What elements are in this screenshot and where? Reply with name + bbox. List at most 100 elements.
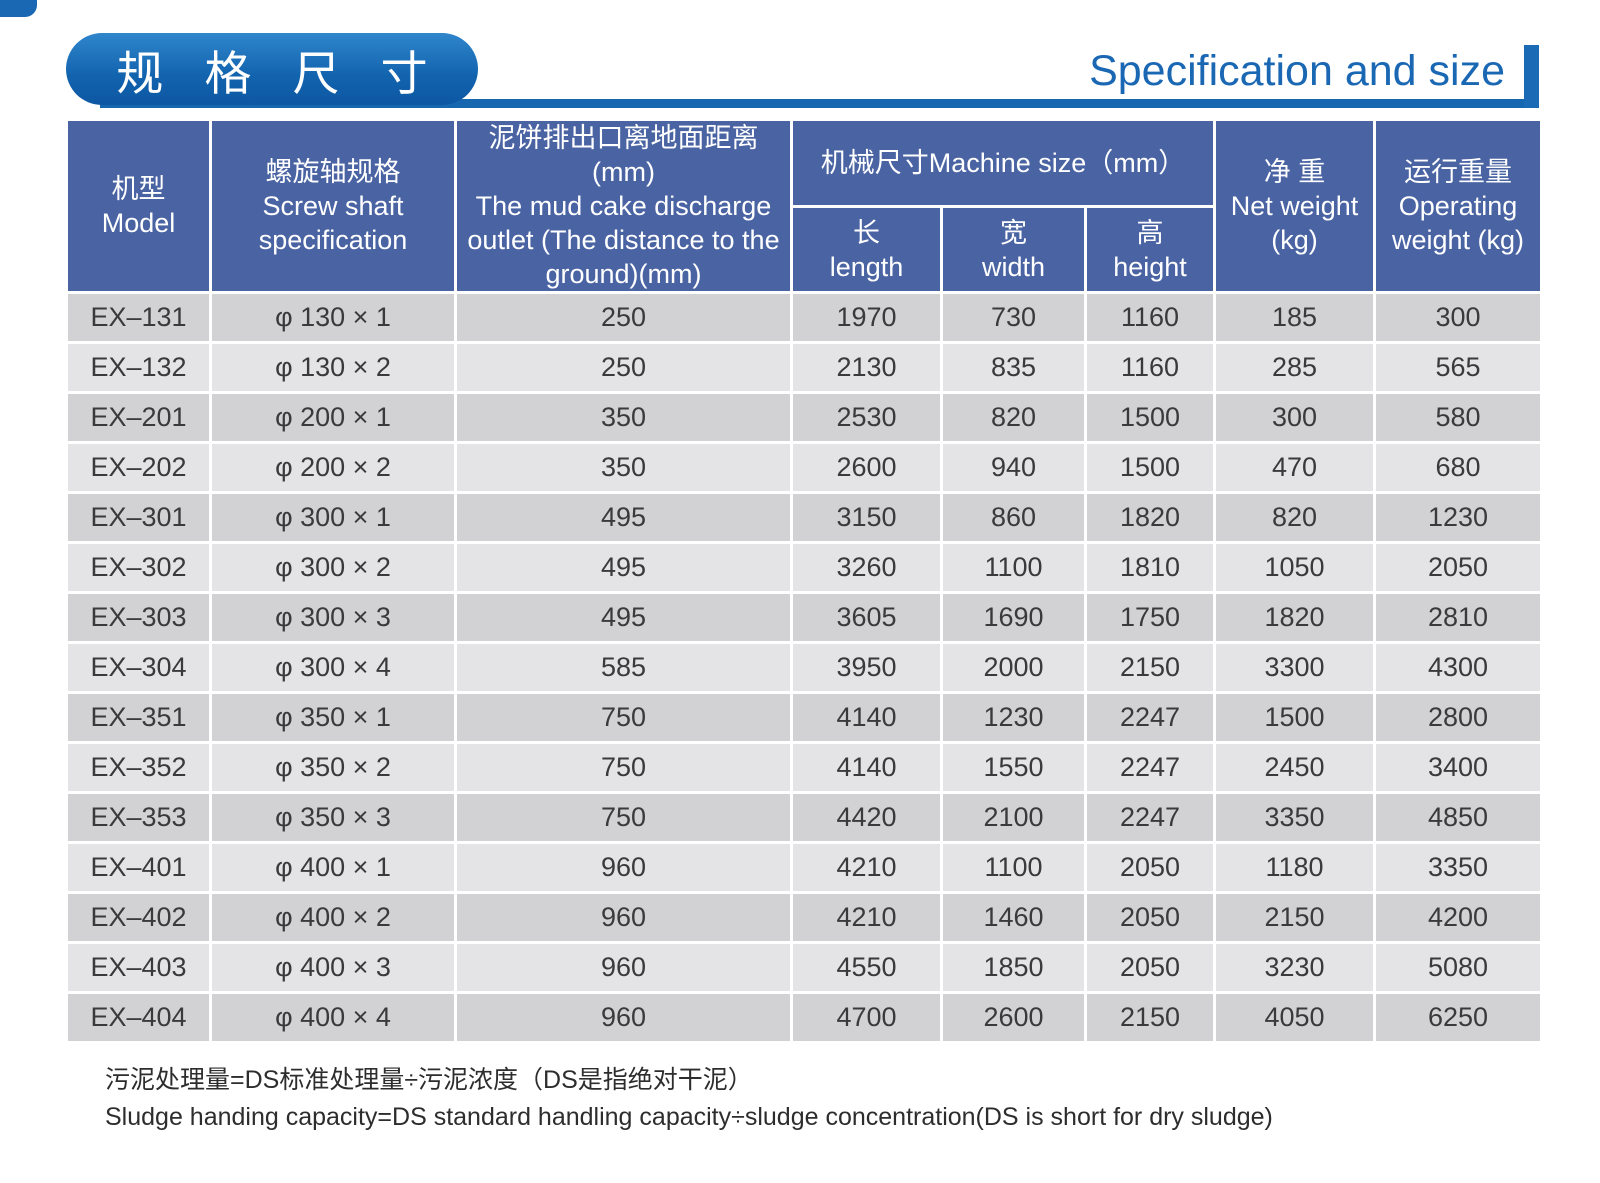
col-header-net-zh: 净 重 <box>1263 157 1326 187</box>
cell-length: 3260 <box>790 541 943 594</box>
corner-accent <box>0 0 37 17</box>
col-header-width-zh: 宽 <box>1000 217 1027 248</box>
cell-net: 1180 <box>1213 841 1377 894</box>
cell-outlet: 350 <box>454 391 793 444</box>
table-row: EX–403 φ 400 × 3 960 4550 1850 2050 3230 5080 <box>65 941 1544 994</box>
table-row: EX–402 φ 400 × 2 960 4210 1460 2050 2150 4200 <box>65 891 1544 944</box>
cell-height: 2050 <box>1083 891 1217 944</box>
cell-screw: φ 300 × 1 <box>209 491 457 544</box>
col-header-length-en: length <box>829 251 904 282</box>
col-header-operating-weight: 运行重量 Operating weight (kg) <box>1373 118 1544 294</box>
cell-length: 4420 <box>790 791 943 844</box>
cell-operating: 565 <box>1373 341 1544 394</box>
cell-outlet: 585 <box>454 641 793 694</box>
cell-outlet: 960 <box>454 841 793 894</box>
cell-operating: 1230 <box>1373 491 1544 544</box>
cell-width: 730 <box>940 291 1087 344</box>
cell-net: 185 <box>1213 291 1377 344</box>
cell-length: 3150 <box>790 491 943 544</box>
cell-outlet: 960 <box>454 941 793 994</box>
col-header-height-en: height <box>1113 251 1187 282</box>
cell-model: EX–304 <box>65 641 212 694</box>
cell-net: 285 <box>1213 341 1377 394</box>
cell-operating: 4200 <box>1373 891 1544 944</box>
cell-model: EX–403 <box>65 941 212 994</box>
cell-length: 1970 <box>790 291 943 344</box>
cell-screw: φ 300 × 2 <box>209 541 457 594</box>
footnote-zh: 污泥处理量=DS标准处理量÷污泥浓度（DS是指绝对干泥） <box>105 1066 753 1094</box>
cell-model: EX–352 <box>65 741 212 794</box>
cell-outlet: 960 <box>454 891 793 944</box>
table-row: EX–401 φ 400 × 1 960 4210 1100 2050 1180 3350 <box>65 841 1544 894</box>
cell-outlet: 750 <box>454 791 793 844</box>
cell-length: 2600 <box>790 441 943 494</box>
cell-length: 3950 <box>790 641 943 694</box>
col-header-machine-size: 机械尺寸Machine size（mm） <box>789 117 1217 209</box>
cell-length: 4140 <box>790 691 943 744</box>
cell-model: EX–201 <box>65 391 212 444</box>
col-header-model: 机型 Model <box>65 118 212 294</box>
cell-model: EX–353 <box>65 791 212 844</box>
col-header-height-zh: 高 <box>1136 217 1164 248</box>
cell-length: 4140 <box>790 741 943 794</box>
table-row: EX–201 φ 200 × 1 350 2530 820 1500 300 580 <box>65 391 1544 444</box>
cell-operating: 2800 <box>1373 691 1544 744</box>
cell-net: 1050 <box>1213 541 1377 594</box>
cell-net: 2450 <box>1213 741 1377 794</box>
cell-length: 4550 <box>790 941 943 994</box>
cell-outlet: 350 <box>454 441 793 494</box>
cell-screw: φ 400 × 3 <box>209 941 457 994</box>
cell-operating: 4850 <box>1373 791 1544 844</box>
cell-height: 1750 <box>1083 591 1217 644</box>
cell-height: 1500 <box>1083 391 1217 444</box>
section-title-badge: 规 格 尺 寸 <box>66 33 478 105</box>
col-header-operating-zh: 运行重量 <box>1404 157 1513 187</box>
cell-height: 2247 <box>1083 741 1217 794</box>
cell-model: EX–351 <box>65 691 212 744</box>
cell-screw: φ 200 × 2 <box>209 441 457 494</box>
cell-width: 835 <box>940 341 1087 394</box>
cell-net: 470 <box>1213 441 1377 494</box>
col-header-width-en: width <box>981 251 1046 282</box>
table-row: EX–352 φ 350 × 2 750 4140 1550 2247 2450 3400 <box>65 741 1544 794</box>
cell-width: 1550 <box>940 741 1087 794</box>
cell-net: 820 <box>1213 491 1377 544</box>
table-row: EX–132 φ 130 × 2 250 2130 835 1160 285 565 <box>65 341 1544 394</box>
table-row: EX–353 φ 350 × 3 750 4420 2100 2247 3350 4850 <box>65 791 1544 844</box>
cell-height: 1160 <box>1083 341 1217 394</box>
col-header-outlet-zh: 泥饼排出口离地面距离 <box>488 123 759 153</box>
table-row: EX–351 φ 350 × 1 750 4140 1230 2247 1500 2800 <box>65 691 1544 744</box>
cell-width: 1100 <box>940 541 1087 594</box>
col-header-outlet-mm: (mm) <box>592 157 655 187</box>
table-row: EX–131 φ 130 × 1 250 1970 730 1160 185 300 <box>65 291 1544 344</box>
cell-height: 2050 <box>1083 941 1217 994</box>
cell-screw: φ 130 × 1 <box>209 291 457 344</box>
cell-height: 1820 <box>1083 491 1217 544</box>
col-header-screw-shaft: 螺旋轴规格 Screw shaft specification <box>209 118 457 294</box>
cell-operating: 3400 <box>1373 741 1544 794</box>
cell-outlet: 250 <box>454 291 793 344</box>
cell-operating: 3350 <box>1373 841 1544 894</box>
col-header-length-zh: 长 <box>853 217 880 248</box>
cell-outlet: 250 <box>454 341 793 394</box>
col-header-model-zh: 机型 <box>111 174 166 204</box>
col-header-net-weight: 净 重 Net weight (kg) <box>1213 118 1377 294</box>
table-row: EX–301 φ 300 × 1 495 3150 860 1820 820 1230 <box>65 491 1544 544</box>
cell-height: 2050 <box>1083 841 1217 894</box>
col-header-mud-outlet: 泥饼排出口离地面距离 (mm) The mud cake discharge o… <box>454 118 793 294</box>
cell-net: 3350 <box>1213 791 1377 844</box>
cell-screw: φ 300 × 4 <box>209 641 457 694</box>
cell-height: 2150 <box>1083 641 1217 694</box>
col-header-outlet-en: The mud cake discharge outlet (The dista… <box>467 191 780 289</box>
cell-outlet: 750 <box>454 691 793 744</box>
cell-model: EX–401 <box>65 841 212 894</box>
cell-screw: φ 350 × 2 <box>209 741 457 794</box>
section-title-zh: 规 格 尺 寸 <box>116 46 442 100</box>
col-header-screw-zh: 螺旋轴规格 <box>265 157 401 187</box>
cell-width: 2100 <box>940 791 1087 844</box>
section-title-en: Specification and size <box>1089 47 1505 95</box>
title-underline <box>100 99 1539 108</box>
cell-net: 2150 <box>1213 891 1377 944</box>
cell-model: EX–202 <box>65 441 212 494</box>
footnotes: 污泥处理量=DS标准处理量÷污泥浓度（DS是指绝对干泥） Sludge hand… <box>105 1062 1273 1136</box>
